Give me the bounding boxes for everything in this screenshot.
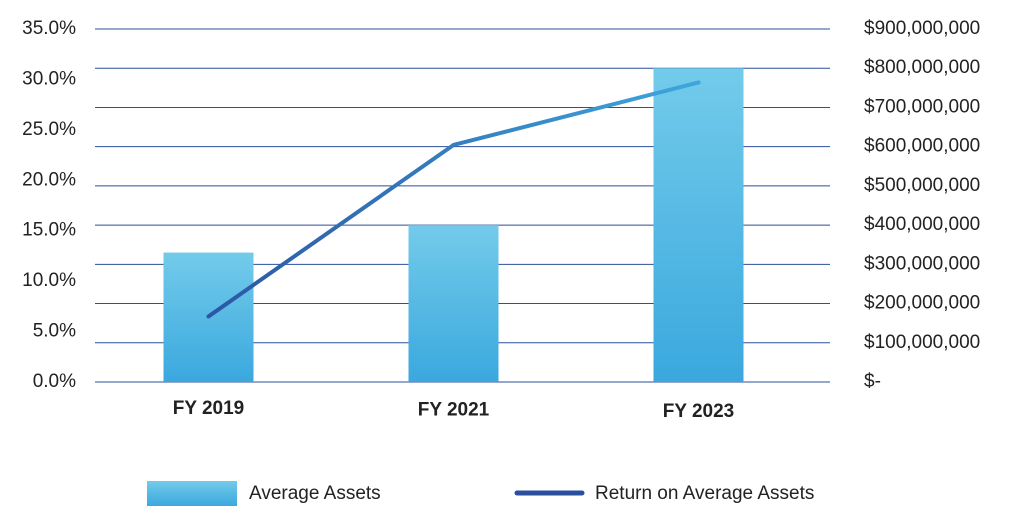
y-tick-label: 25.0% <box>22 119 76 140</box>
y-tick-label: 0.0% <box>33 371 76 392</box>
y2-tick-label: $- <box>864 371 881 392</box>
y-tick-label: 15.0% <box>22 220 76 241</box>
y2-tick-label: $500,000,000 <box>864 175 980 196</box>
bar <box>653 68 744 382</box>
x-tick-label: FY 2023 <box>663 401 734 422</box>
y2-tick-label: $600,000,000 <box>864 136 980 157</box>
legend-swatch <box>147 481 237 506</box>
y2-tick-label: $300,000,000 <box>864 253 980 274</box>
line <box>206 80 701 319</box>
bar <box>408 225 499 382</box>
y-tick-label: 20.0% <box>22 169 76 190</box>
y2-tick-label: $700,000,000 <box>864 96 980 117</box>
y2-tick-label: $100,000,000 <box>864 332 980 353</box>
legend-label: Average Assets <box>249 483 381 504</box>
y2-tick-label: $800,000,000 <box>864 57 980 78</box>
x-tick-label: FY 2021 <box>418 400 490 421</box>
x-tick-label: FY 2019 <box>173 398 244 419</box>
y-tick-label: 30.0% <box>22 68 76 89</box>
y2-tick-label: $400,000,000 <box>864 214 980 235</box>
y2-tick-label: $900,000,000 <box>864 18 980 39</box>
legend-label: Return on Average Assets <box>595 483 814 504</box>
y-tick-label: 35.0% <box>22 18 76 39</box>
y-tick-label: 5.0% <box>33 321 76 342</box>
y-tick-label: 10.0% <box>22 270 76 291</box>
y2-tick-label: $200,000,000 <box>864 293 980 314</box>
